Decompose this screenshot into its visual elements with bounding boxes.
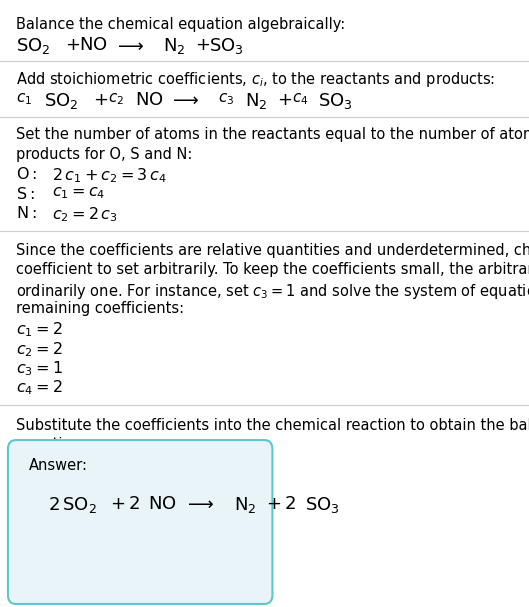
Text: Answer:: Answer: [29,458,88,473]
Text: ordinarily one. For instance, set $c_3 = 1$ and solve the system of equations fo: ordinarily one. For instance, set $c_3 =… [16,282,529,300]
Text: $\mathrm{SO_2}$: $\mathrm{SO_2}$ [16,36,50,56]
Text: Substitute the coefficients into the chemical reaction to obtain the balanced: Substitute the coefficients into the che… [16,418,529,433]
FancyBboxPatch shape [8,440,272,604]
Text: $\mathrm{SO_3}$: $\mathrm{SO_3}$ [209,36,244,56]
Text: $\mathrm{SO_2}$: $\mathrm{SO_2}$ [44,91,78,111]
Text: coefficient to set arbitrarily. To keep the coefficients small, the arbitrary va: coefficient to set arbitrarily. To keep … [16,262,529,277]
Text: $\mathrm{S:}$: $\mathrm{S:}$ [16,186,34,202]
Text: products for O, S and N:: products for O, S and N: [16,147,192,162]
Text: $\longrightarrow$: $\longrightarrow$ [169,91,199,109]
Text: $c_2 = 2\,c_3$: $c_2 = 2\,c_3$ [52,205,117,224]
Text: $c_3 = 1$: $c_3 = 1$ [16,359,62,378]
Text: $\mathrm{N_2}$: $\mathrm{N_2}$ [234,495,256,515]
Text: $+$: $+$ [65,36,80,55]
Text: $+\,2$: $+\,2$ [266,495,296,513]
Text: $\mathrm{N_2}$: $\mathrm{N_2}$ [245,91,267,111]
Text: $\mathrm{SO_3}$: $\mathrm{SO_3}$ [318,91,353,111]
Text: $+\,2$: $+\,2$ [110,495,140,513]
Text: Since the coefficients are relative quantities and underdetermined, choose a: Since the coefficients are relative quan… [16,243,529,258]
Text: Balance the chemical equation algebraically:: Balance the chemical equation algebraica… [16,17,345,32]
Text: $c_1 = c_4$: $c_1 = c_4$ [52,186,105,202]
Text: $\longrightarrow$: $\longrightarrow$ [184,495,214,513]
Text: $c_4$: $c_4$ [292,91,308,107]
Text: $c_1$: $c_1$ [16,91,32,107]
Text: $c_2$: $c_2$ [108,91,124,107]
Text: equation:: equation: [16,437,86,452]
Text: $\mathrm{SO_3}$: $\mathrm{SO_3}$ [305,495,340,515]
Text: Add stoichiometric coefficients, $c_i$, to the reactants and products:: Add stoichiometric coefficients, $c_i$, … [16,70,495,89]
Text: $2\,c_1 + c_2 = 3\,c_4$: $2\,c_1 + c_2 = 3\,c_4$ [52,166,167,185]
Text: $+$: $+$ [93,91,108,109]
Text: $c_2 = 2$: $c_2 = 2$ [16,340,62,359]
Text: $\mathrm{O:}$: $\mathrm{O:}$ [16,166,37,182]
Text: $c_3$: $c_3$ [218,91,235,107]
Text: $+$: $+$ [195,36,210,55]
Text: remaining coefficients:: remaining coefficients: [16,301,184,316]
Text: $2\,\mathrm{SO_2}$: $2\,\mathrm{SO_2}$ [48,495,96,515]
Text: $\longrightarrow$: $\longrightarrow$ [114,36,144,55]
Text: $\mathrm{N_2}$: $\mathrm{N_2}$ [163,36,185,56]
Text: Set the number of atoms in the reactants equal to the number of atoms in the: Set the number of atoms in the reactants… [16,127,529,143]
Text: $\mathrm{NO}$: $\mathrm{NO}$ [135,91,163,109]
Text: $\mathrm{N:}$: $\mathrm{N:}$ [16,205,37,221]
Text: $\mathrm{NO}$: $\mathrm{NO}$ [148,495,177,513]
Text: $c_1 = 2$: $c_1 = 2$ [16,320,62,339]
Text: $\mathrm{NO}$: $\mathrm{NO}$ [79,36,108,55]
Text: $+$: $+$ [277,91,292,109]
Text: $c_4 = 2$: $c_4 = 2$ [16,379,62,398]
